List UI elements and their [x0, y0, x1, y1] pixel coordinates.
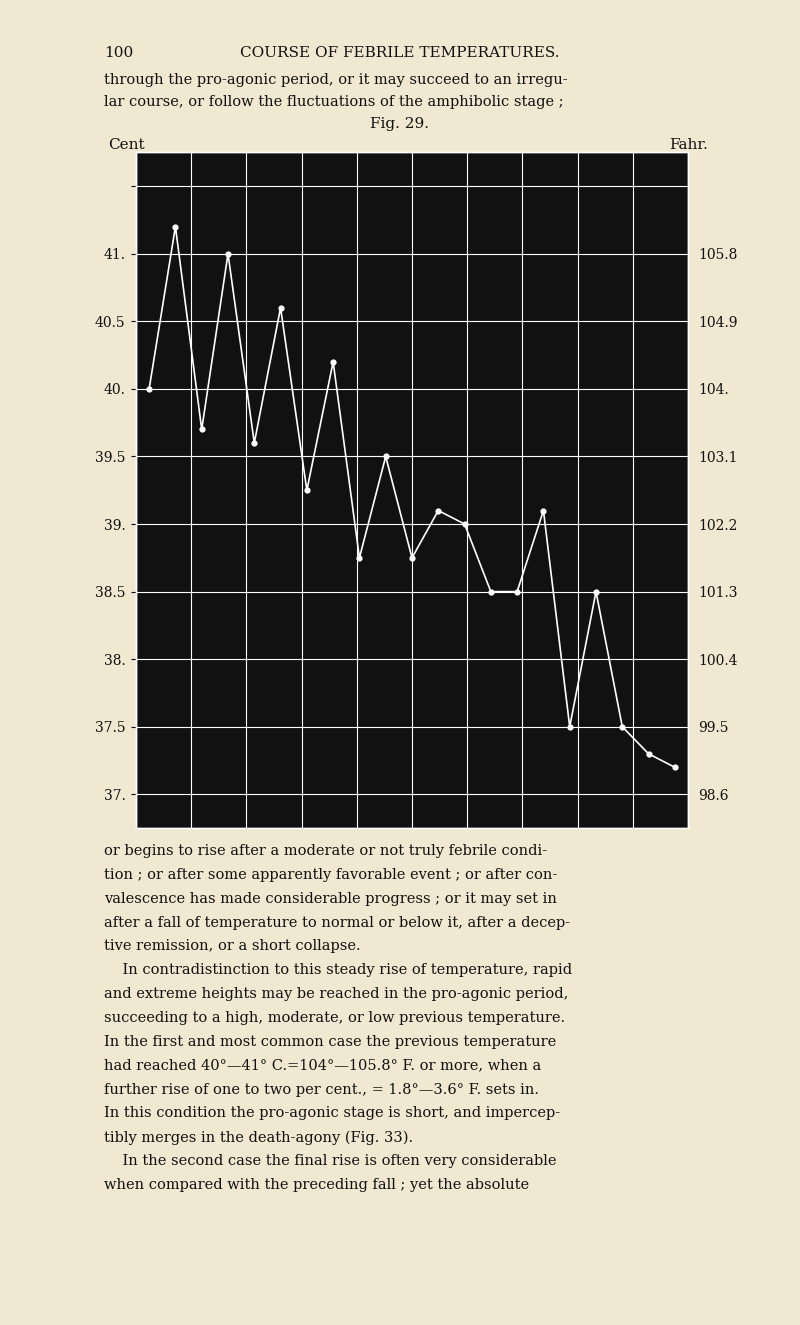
Text: COURSE OF FEBRILE TEMPERATURES.: COURSE OF FEBRILE TEMPERATURES. [240, 46, 560, 61]
Point [642, 743, 655, 765]
Text: In this condition the pro-agonic stage is short, and impercep-: In this condition the pro-agonic stage i… [104, 1106, 560, 1121]
Point [432, 500, 445, 521]
Point [590, 582, 602, 603]
Point [353, 547, 366, 568]
Point [195, 419, 208, 440]
Text: when compared with the preceding fall ; yet the absolute: when compared with the preceding fall ; … [104, 1178, 529, 1192]
Point [406, 547, 418, 568]
Text: In contradistinction to this steady rise of temperature, rapid: In contradistinction to this steady rise… [104, 963, 572, 978]
Text: Fig. 29.: Fig. 29. [370, 117, 430, 131]
Point [485, 582, 498, 603]
Text: or begins to rise after a moderate or not truly febrile condi-: or begins to rise after a moderate or no… [104, 844, 547, 859]
Text: 100: 100 [104, 46, 134, 61]
Text: valescence has made considerable progress ; or it may set in: valescence has made considerable progres… [104, 892, 557, 906]
Point [537, 500, 550, 521]
Point [169, 216, 182, 237]
Point [301, 480, 314, 501]
Point [142, 379, 155, 400]
Text: In the first and most common case the previous temperature: In the first and most common case the pr… [104, 1035, 556, 1049]
Text: through the pro-agonic period, or it may succeed to an irregu-: through the pro-agonic period, or it may… [104, 73, 568, 87]
Text: and extreme heights may be reached in the pro-agonic period,: and extreme heights may be reached in th… [104, 987, 568, 1002]
Text: Fahr.: Fahr. [669, 138, 708, 152]
Point [326, 351, 339, 372]
Point [563, 717, 576, 738]
Point [669, 757, 682, 778]
Text: had reached 40°—41° C.=104°—105.8° F. or more, when a: had reached 40°—41° C.=104°—105.8° F. or… [104, 1059, 542, 1073]
Text: tive remission, or a short collapse.: tive remission, or a short collapse. [104, 939, 361, 954]
Text: tion ; or after some apparently favorable event ; or after con-: tion ; or after some apparently favorabl… [104, 868, 558, 882]
Point [458, 514, 471, 535]
Point [248, 432, 261, 453]
Point [510, 582, 523, 603]
Text: after a fall of temperature to normal or below it, after a decep-: after a fall of temperature to normal or… [104, 916, 570, 930]
Text: In the second case the final rise is often very considerable: In the second case the final rise is oft… [104, 1154, 557, 1169]
Point [616, 717, 629, 738]
Point [379, 447, 392, 468]
Point [274, 297, 287, 318]
Text: lar course, or follow the fluctuations of the amphibolic stage ;: lar course, or follow the fluctuations o… [104, 95, 564, 110]
Text: Cent: Cent [108, 138, 145, 152]
Point [222, 244, 234, 265]
Text: tibly merges in the death-agony (Fig. 33).: tibly merges in the death-agony (Fig. 33… [104, 1130, 413, 1145]
Text: succeeding to a high, moderate, or low previous temperature.: succeeding to a high, moderate, or low p… [104, 1011, 565, 1026]
Text: further rise of one to two per cent., = 1.8°—3.6° F. sets in.: further rise of one to two per cent., = … [104, 1083, 539, 1097]
